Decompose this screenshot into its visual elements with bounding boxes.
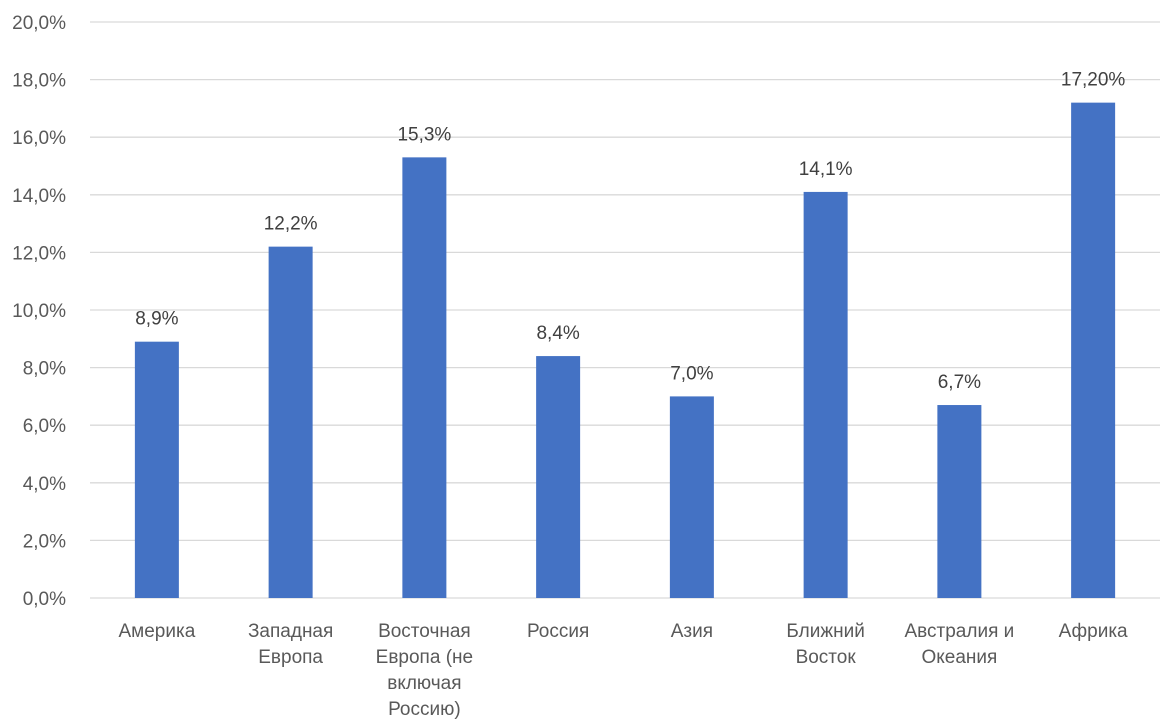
x-tick-label: Россию) <box>388 699 461 720</box>
x-tick-label: Россия <box>527 621 589 642</box>
data-label: 7,0% <box>670 363 713 384</box>
data-labels: 8,9% 12,2% 15,3% 8,4% 7,0% 14,1% 6,7% 17,20% <box>135 70 1125 393</box>
y-axis-tick-labels: 0,0% 2,0% 4,0% 6,0% 8,0% 10,0% 12,0% 14,0% 16,0%… <box>12 13 66 610</box>
y-tick-label: 0,0% <box>23 589 66 610</box>
x-tick-label: Западная <box>248 621 333 642</box>
y-tick-label: 18,0% <box>12 71 66 92</box>
x-tick-label: Азия <box>671 621 713 642</box>
bar <box>1071 102 1116 598</box>
bar <box>402 157 447 599</box>
x-tick-label: Австралия и <box>904 621 1014 642</box>
x-tick-label: Восточная <box>378 621 471 642</box>
y-tick-label: 14,0% <box>12 186 66 207</box>
x-tick-label: Ближний <box>786 621 864 642</box>
data-label: 14,1% <box>799 159 853 180</box>
y-tick-label: 8,0% <box>23 359 66 380</box>
y-tick-label: 12,0% <box>12 243 66 264</box>
x-axis-category-labels: Америка Западная Европа Восточная Европа (не… <box>118 621 1128 720</box>
gridlines <box>90 21 1160 599</box>
bar <box>803 191 848 599</box>
data-label: 8,9% <box>135 309 178 330</box>
y-tick-label: 4,0% <box>23 474 66 495</box>
y-tick-label: 2,0% <box>23 531 66 552</box>
data-label: 12,2% <box>264 214 318 235</box>
x-tick-label: Восток <box>796 647 857 668</box>
bar <box>536 356 581 598</box>
data-label: 17,20% <box>1061 70 1126 91</box>
x-tick-label: Африка <box>1059 621 1128 642</box>
y-tick-label: 20,0% <box>12 13 66 34</box>
y-tick-label: 16,0% <box>12 128 66 149</box>
bar <box>268 246 313 598</box>
data-label: 15,3% <box>397 124 451 145</box>
data-label: 6,7% <box>938 372 981 393</box>
x-tick-label: Европа (не <box>376 647 473 668</box>
y-tick-label: 6,0% <box>23 416 66 437</box>
x-tick-label: Океания <box>921 647 997 668</box>
bar <box>669 396 714 598</box>
data-label: 8,4% <box>536 323 579 344</box>
x-tick-label: включая <box>387 673 461 694</box>
bars <box>134 102 1116 599</box>
bar <box>937 405 982 598</box>
y-tick-label: 10,0% <box>12 301 66 322</box>
x-tick-label: Европа <box>258 647 323 668</box>
bar <box>134 341 179 598</box>
x-tick-label: Америка <box>118 621 195 642</box>
